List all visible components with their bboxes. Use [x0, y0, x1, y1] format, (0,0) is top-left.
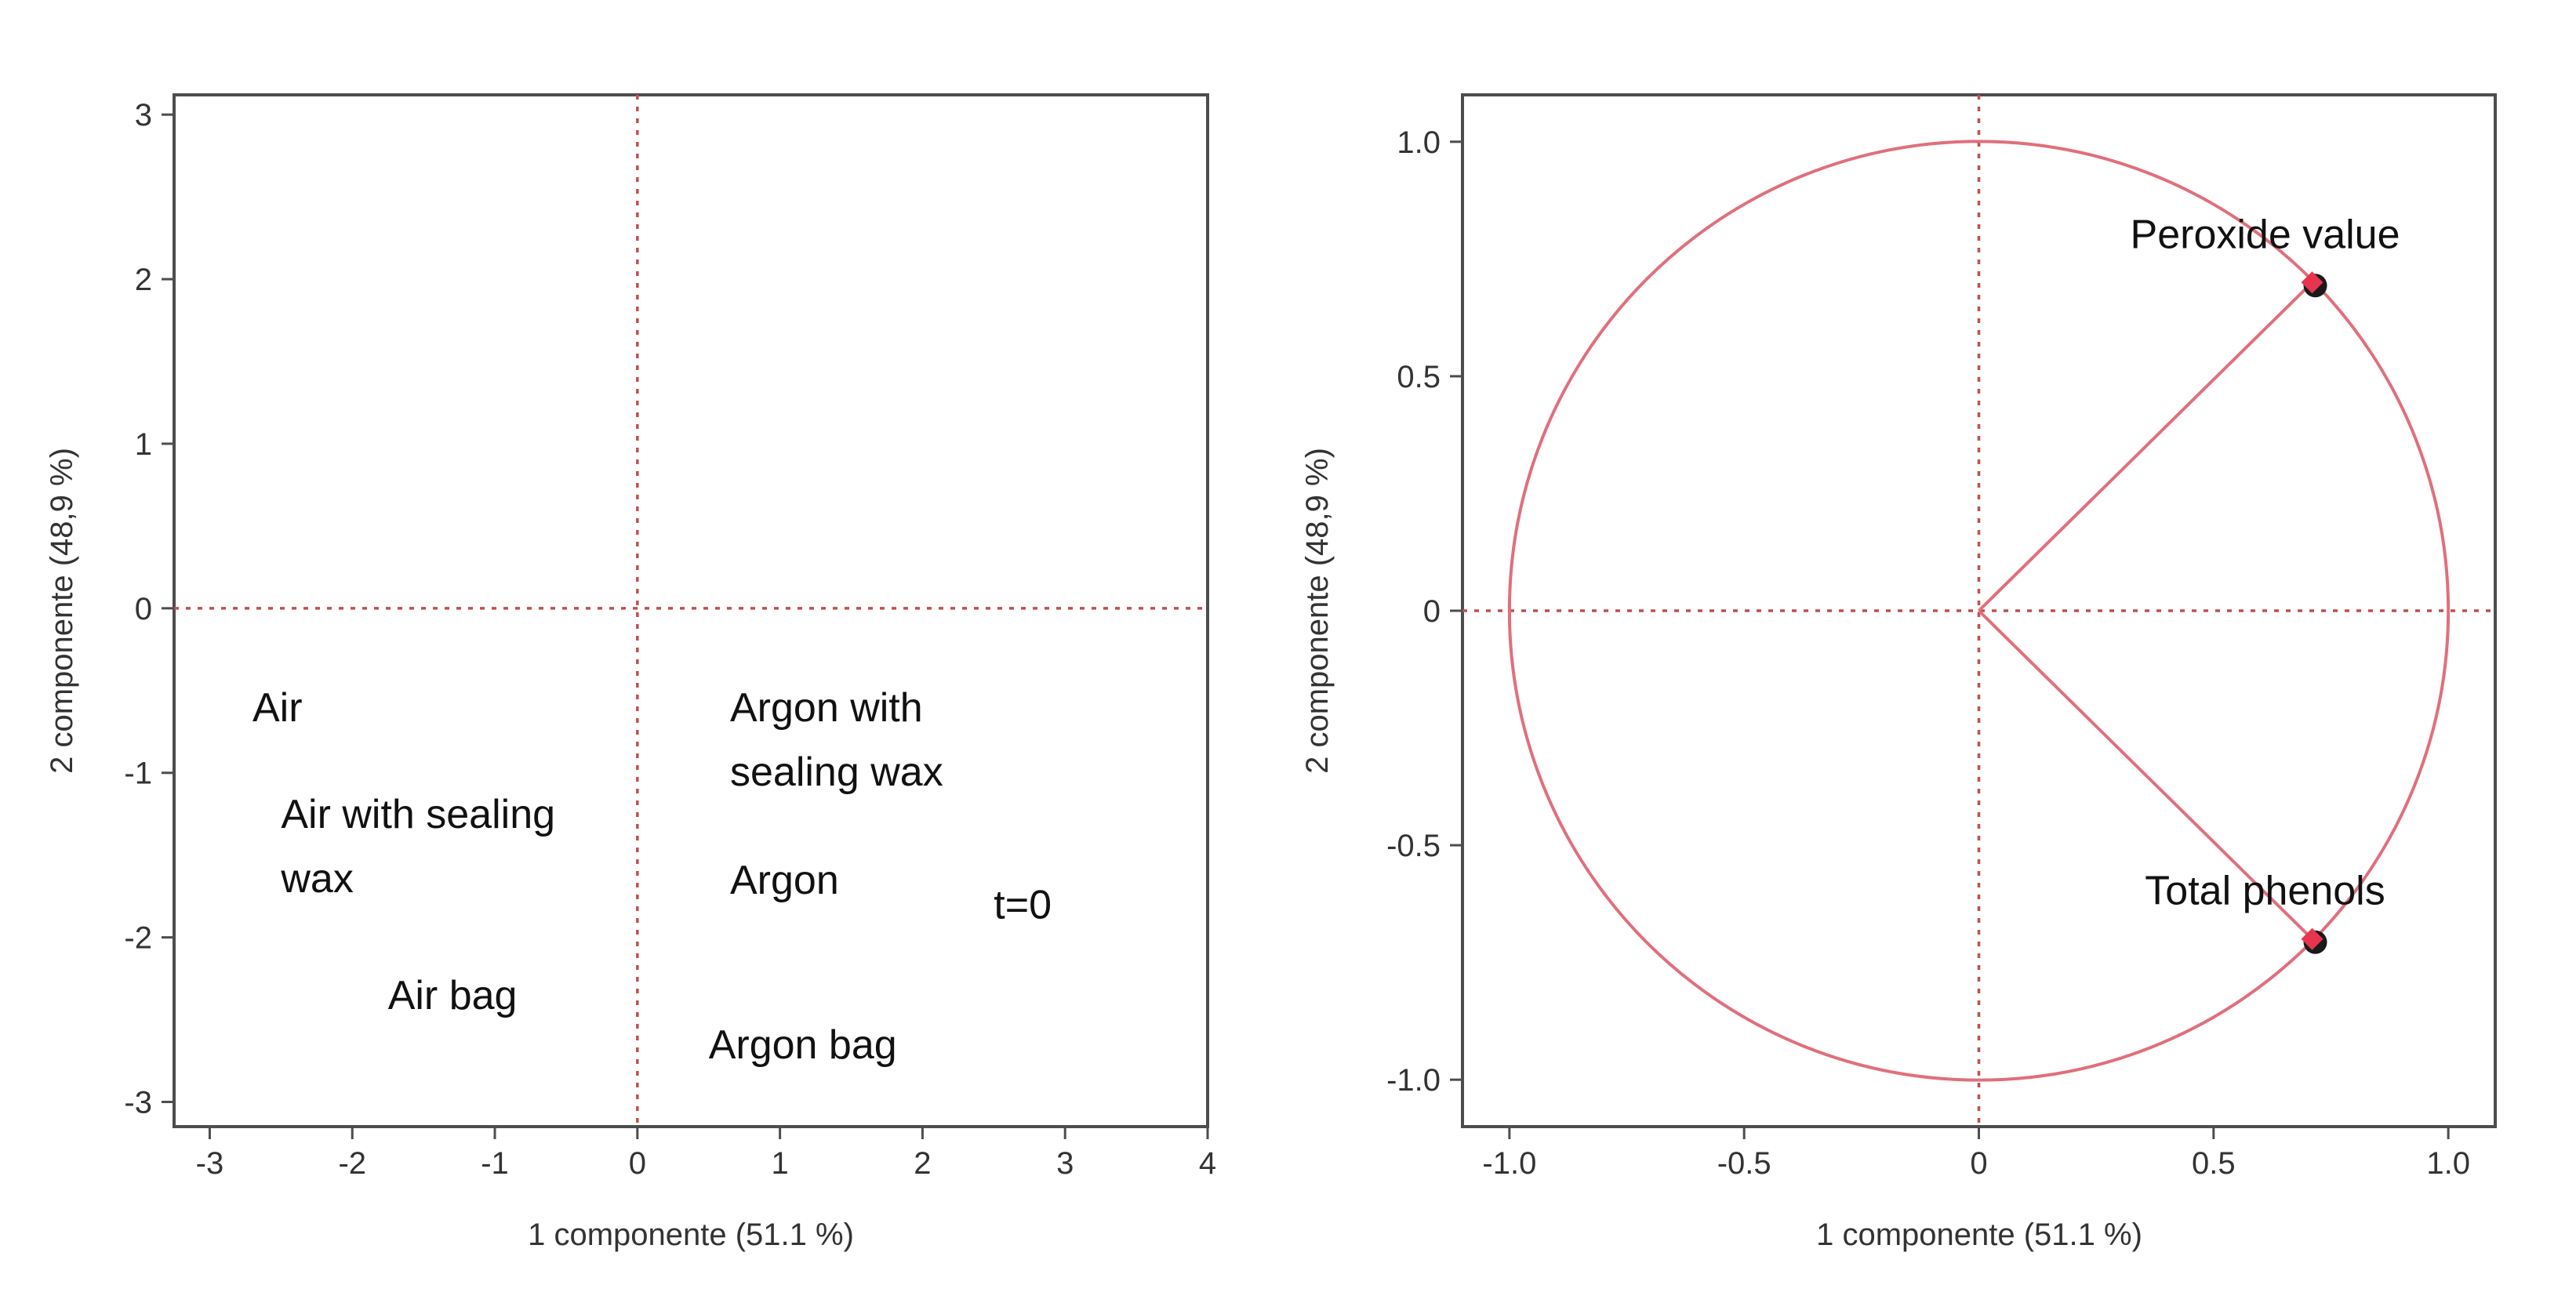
- loading-y-axis-label: 2 componente (48,9 %): [1300, 448, 1335, 774]
- score-y-axis-label: 2 componente (48,9 %): [45, 448, 79, 774]
- loading-vector-line: [1978, 609, 2313, 941]
- point-label: t=0: [994, 883, 1052, 928]
- score-x-axis: -3 -2 -1 0 1 2 3 4: [196, 1127, 1216, 1181]
- loadings-y-tick-label: 0: [1423, 594, 1441, 629]
- scores-x-tick-label: 1: [771, 1146, 788, 1181]
- loadings-x-tick-label: -0.5: [1717, 1146, 1771, 1181]
- loading-reference-lines: [1462, 95, 2495, 1127]
- scores-x-tick-label: -2: [338, 1146, 366, 1181]
- loading-vector-line: [1978, 281, 2313, 612]
- loadings-x-tick-label: 0.5: [2192, 1146, 2236, 1181]
- point-label-line: t=0: [994, 883, 1052, 928]
- loading-y-axis: -1.0 -0.5 0 0.5 1.0: [1386, 125, 1462, 1098]
- loading-x-axis: -1.0 -0.5 0 0.5 1.0: [1482, 1127, 2470, 1181]
- point-label: Argon: [730, 858, 839, 903]
- scores-y-tick-label: -1: [124, 757, 152, 791]
- point-label: Argon bag: [709, 1022, 897, 1068]
- scores-x-tick-label: -1: [481, 1146, 509, 1181]
- point-label-line: sealing wax: [730, 750, 943, 795]
- scores-y-tick-label: -3: [124, 1086, 152, 1120]
- scores-x-tick-label: 0: [629, 1146, 646, 1181]
- scores-y-tick-label: 1: [135, 427, 152, 462]
- point-label: Air with sealing wax: [280, 792, 555, 902]
- point-label-line: Argon bag: [709, 1022, 897, 1068]
- point-label: Air: [253, 685, 303, 731]
- loading-vector-label: Total phenols: [2145, 869, 2385, 914]
- point-label: Air bag: [388, 973, 518, 1018]
- scores-y-tick-label: 0: [135, 592, 152, 626]
- scores-y-tick-label: -2: [124, 921, 152, 956]
- point-label-line: Argon: [730, 858, 839, 903]
- point-label-line: Argon with: [730, 685, 923, 731]
- loading-vectors: Peroxide value Total phenols: [1978, 212, 2400, 954]
- scores-y-tick-label: 3: [135, 98, 152, 132]
- scores-x-tick-label: 2: [914, 1146, 931, 1181]
- loadings-y-tick-label: -1.0: [1386, 1063, 1441, 1098]
- loadings-y-tick-label: 0.5: [1397, 360, 1441, 394]
- point-label-line: Air with sealing: [281, 792, 555, 837]
- scores-x-tick-label: 4: [1199, 1146, 1216, 1181]
- loading-plot: -1.0 -0.5 0 0.5 1.0 -1.0 -0.5 0 0.5 1.0 Peroxide…: [1300, 93, 2497, 1252]
- scores-y-tick-label: 2: [135, 263, 152, 297]
- score-plot: -3 -2 -1 0 1 2 3 4 -3 -2 -1 0 1 2 3 Air Air with seali…: [45, 93, 1216, 1252]
- scores-x-tick-label: 3: [1056, 1146, 1074, 1181]
- loadings-y-tick-label: 1.0: [1397, 125, 1441, 160]
- score-x-axis-label: 1 componente (51.1 %): [528, 1218, 854, 1252]
- score-point-labels: Air Air with sealing wax Air bag Argon with s…: [253, 685, 1052, 1068]
- scores-x-tick-label: -3: [196, 1146, 224, 1181]
- unit-circle: [1507, 140, 2451, 1082]
- score-reference-lines: [174, 95, 1208, 1127]
- point-label-line: Air: [253, 685, 303, 731]
- score-y-axis: -3 -2 -1 0 1 2 3: [124, 98, 174, 1120]
- loading-point-diamond: [2301, 271, 2323, 294]
- loadings-x-tick-label: 1.0: [2426, 1146, 2470, 1181]
- loading-x-axis-label: 1 componente (51.1 %): [1816, 1218, 2142, 1252]
- point-label-line: Air bag: [388, 973, 518, 1018]
- point-label: Argon with sealing wax: [730, 685, 943, 795]
- loadings-x-tick-label: -1.0: [1482, 1146, 1536, 1181]
- loading-point-diamond: [2301, 927, 2323, 950]
- loadings-x-tick-label: 0: [1970, 1146, 1987, 1181]
- loading-vector-label: Peroxide value: [2131, 212, 2400, 257]
- loadings-y-tick-label: -0.5: [1386, 829, 1441, 863]
- point-label-line: wax: [280, 856, 353, 902]
- score-plot-frame: [173, 93, 1209, 1128]
